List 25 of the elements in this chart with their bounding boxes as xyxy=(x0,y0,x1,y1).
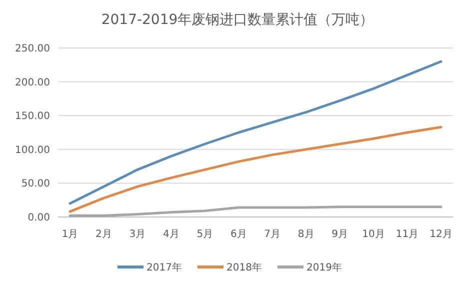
x-tick-label: 7月 xyxy=(264,229,281,240)
x-tick-label: 11月 xyxy=(396,229,419,240)
x-tick-label: 1月 xyxy=(62,229,78,240)
x-tick-label: 4月 xyxy=(162,229,180,240)
legend-label: 2017年 xyxy=(146,262,182,274)
x-tick-label: 5月 xyxy=(196,229,214,240)
x-tick-label: 9月 xyxy=(332,229,348,240)
y-tick-label: 200.00 xyxy=(15,77,50,88)
y-tick-label: 250.00 xyxy=(15,44,50,54)
line-series xyxy=(68,60,442,205)
chart-title: 2017-2019年废钢进口数量累计值（万吨） xyxy=(101,12,374,28)
y-tick-label: 150.00 xyxy=(15,111,50,122)
y-tick-label: 100.00 xyxy=(15,144,50,156)
x-tick-label: 12月 xyxy=(430,229,452,240)
y-tick-label: 50.00 xyxy=(21,178,50,190)
y-tick-label: 0.00 xyxy=(28,212,50,224)
x-tick-label: 2月 xyxy=(96,229,112,240)
line-series xyxy=(68,126,442,213)
x-tick-label: 10月 xyxy=(362,229,385,240)
x-tick-label: 8月 xyxy=(298,229,314,240)
line-series xyxy=(68,206,442,217)
x-tick-label: 3月 xyxy=(129,229,146,240)
legend-label: 2019年 xyxy=(306,262,342,274)
x-tick-label: 6月 xyxy=(230,229,247,240)
legend-label: 2018年 xyxy=(226,262,262,274)
